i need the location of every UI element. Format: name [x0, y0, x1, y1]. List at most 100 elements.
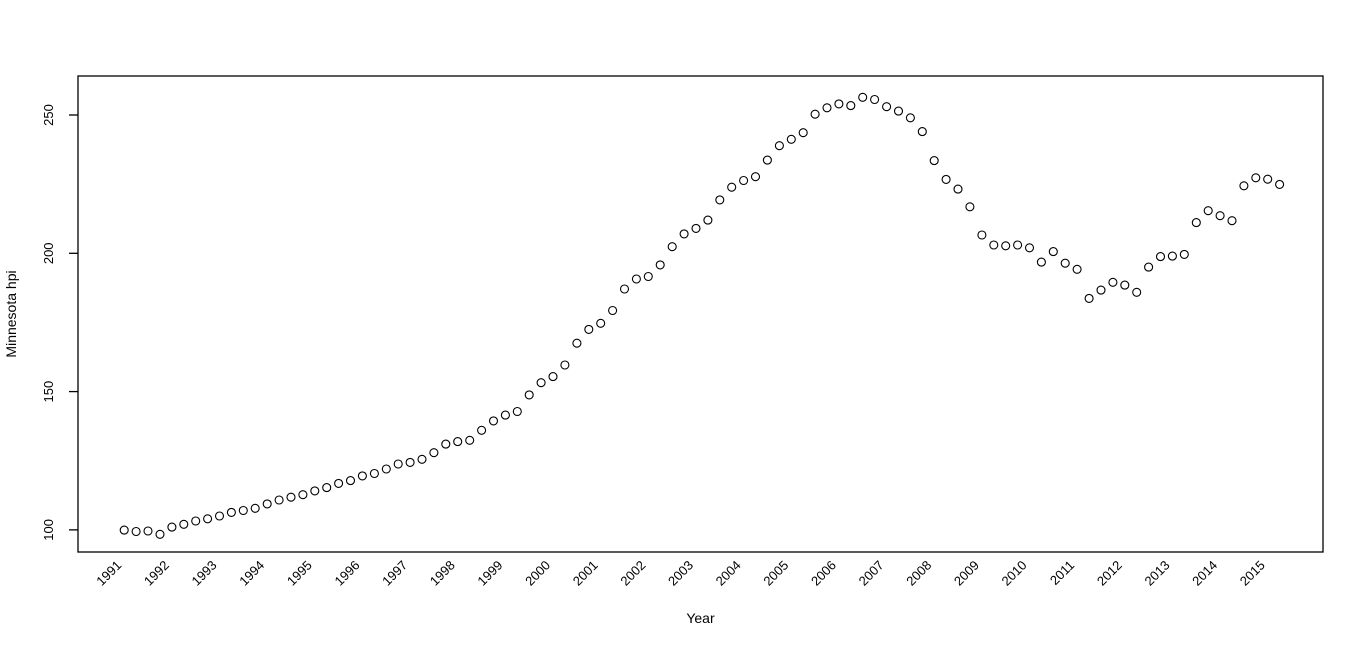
plot-border-box	[77, 75, 1324, 553]
x-tick-label: 2008	[903, 558, 934, 589]
data-point	[905, 113, 915, 123]
data-point	[917, 127, 927, 137]
data-point	[667, 242, 677, 252]
x-tick-label: 2013	[1142, 558, 1173, 589]
data-point	[953, 184, 963, 194]
x-tick-label: 2011	[1047, 558, 1077, 588]
data-point	[715, 195, 725, 205]
data-point	[334, 478, 344, 488]
data-point	[1108, 277, 1118, 287]
x-tick-label: 2000	[522, 558, 553, 589]
x-tick-label: 2014	[1189, 558, 1220, 589]
x-tick-label: 1998	[427, 558, 458, 589]
x-tick-label: 2009	[951, 558, 982, 589]
x-tick-label: 1996	[332, 558, 363, 589]
data-point	[155, 529, 165, 539]
data-point	[1048, 247, 1058, 257]
data-point	[345, 476, 356, 486]
data-point	[357, 471, 367, 481]
data-point	[1215, 211, 1225, 221]
data-point	[596, 318, 606, 328]
x-tick-label: 1995	[284, 558, 315, 589]
data-point	[739, 175, 749, 186]
data-point	[465, 435, 475, 445]
x-tick-label: 2006	[808, 558, 839, 589]
x-tick-label: 2012	[1094, 558, 1125, 589]
data-point	[846, 101, 856, 111]
data-point	[1263, 174, 1273, 184]
data-point	[631, 274, 641, 284]
data-point	[941, 174, 951, 184]
data-point	[810, 109, 820, 119]
data-point	[1191, 218, 1201, 228]
x-tick-label: 2007	[856, 558, 887, 589]
data-point	[1167, 251, 1177, 261]
x-tick-label: 1993	[189, 558, 220, 589]
data-point	[298, 490, 308, 500]
x-tick-label: 1992	[141, 558, 172, 589]
x-tick-label: 2002	[617, 558, 648, 589]
data-point	[119, 525, 129, 535]
data-point	[1001, 241, 1011, 251]
x-tick-label: 2004	[713, 558, 744, 589]
x-tick-label: 2005	[760, 558, 791, 589]
y-tick-label: 100	[41, 519, 56, 541]
data-point	[429, 448, 439, 458]
data-point	[691, 223, 701, 233]
data-point	[179, 519, 189, 529]
data-point	[679, 229, 689, 239]
data-point	[500, 410, 510, 420]
x-tick-label: 1999	[474, 558, 505, 589]
data-point	[1013, 240, 1023, 250]
data-point	[1060, 258, 1070, 268]
data-point	[1239, 181, 1249, 191]
data-point	[453, 437, 463, 447]
data-point	[226, 507, 236, 517]
data-point	[1155, 252, 1166, 262]
data-point	[524, 390, 534, 400]
data-point	[369, 468, 379, 479]
data-point	[131, 526, 141, 537]
data-point	[1036, 257, 1046, 267]
data-point	[512, 406, 522, 417]
data-point	[822, 103, 832, 113]
data-point	[477, 425, 487, 435]
data-point	[1275, 179, 1285, 189]
data-point	[882, 102, 892, 112]
data-point	[417, 454, 427, 464]
data-point	[834, 99, 844, 109]
data-point	[703, 215, 713, 225]
data-point	[536, 378, 546, 388]
data-point	[608, 305, 618, 316]
data-point	[572, 338, 582, 348]
data-point	[619, 284, 630, 294]
data-point	[274, 495, 284, 505]
data-point	[1120, 280, 1130, 290]
x-axis-tick-labels: 1991 1992 1993 1994 1995 1996 1997 1998 1999 2000…	[93, 558, 1268, 589]
data-points-group	[119, 92, 1285, 539]
data-point	[381, 464, 391, 474]
data-point	[762, 155, 772, 165]
data-point	[1203, 206, 1213, 216]
x-tick-label: 1994	[236, 558, 267, 589]
data-point	[1179, 249, 1189, 259]
data-point	[393, 459, 403, 469]
data-point	[1096, 285, 1106, 295]
x-tick-label: 1991	[93, 558, 124, 589]
data-point	[858, 92, 868, 102]
data-point	[238, 505, 248, 516]
x-axis-title: Year	[686, 610, 715, 626]
data-point	[893, 106, 904, 116]
data-point	[1251, 173, 1261, 183]
x-tick-label: 2001	[570, 558, 601, 589]
data-point	[560, 360, 570, 370]
data-point	[167, 522, 177, 532]
data-point	[1144, 262, 1154, 272]
data-point	[774, 141, 784, 151]
x-tick-label: 2010	[999, 558, 1030, 589]
data-point	[310, 486, 320, 496]
data-point	[643, 271, 653, 282]
data-point	[727, 182, 737, 192]
